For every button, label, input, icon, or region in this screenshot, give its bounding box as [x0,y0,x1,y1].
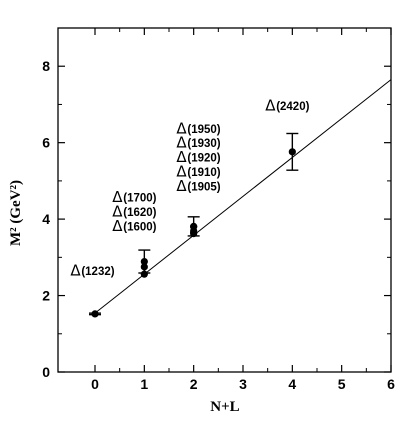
delta-symbol: Δ [265,97,276,115]
annotation-text: (1232) [81,266,114,278]
y-tick-label: 6 [42,135,50,151]
data-point-8 [190,222,198,230]
delta-symbol: Δ [176,162,187,180]
annotation-label: Δ (1910) [176,162,220,180]
annotation-label: Δ (1950) [176,120,220,138]
data-point-3 [140,257,148,266]
annotation-text: (1930) [187,138,220,150]
annotation-label: Δ (1905) [176,177,220,195]
x-axis-label: N+L [210,399,239,415]
annotation-label: Δ (1930) [176,134,220,152]
annotation-text: (1700) [123,192,156,204]
delta-symbol: Δ [176,134,187,152]
x-tick-label: 6 [387,376,395,392]
annotation-text: (1600) [123,221,156,233]
x-tick-label: 1 [140,376,148,392]
delta-symbol: Δ [70,262,81,280]
x-tick-label: 0 [91,376,99,392]
delta-symbol: Δ [112,188,123,206]
annotation-text: (1620) [123,207,156,219]
delta-symbol: Δ [112,217,123,235]
x-tick-label: 4 [288,376,296,392]
delta-symbol: Δ [176,148,187,166]
delta-symbol: Δ [176,120,187,138]
plot-frame [57,27,392,373]
x-tick-label: 3 [239,376,247,392]
annotation-label: Δ (1700) [112,188,156,206]
y-tick-label: 0 [42,364,50,380]
annotation-text: (2420) [276,101,309,113]
y-tick-label: 4 [42,211,50,227]
annotation-label: Δ (1232) [70,262,114,280]
y-tick-label: 8 [42,58,50,74]
x-tick-label: 2 [190,376,198,392]
annotation-label: Δ (1600) [112,217,156,235]
data-point-0 [91,310,99,318]
x-tick-label: 5 [338,376,346,392]
annotation-label: Δ (1620) [112,202,156,220]
y-axis-label: M² (GeV²) [8,180,24,246]
annotation-text: (1950) [187,124,220,136]
data-point-9 [288,148,296,156]
annotation-label: Δ (1920) [176,148,220,166]
annotation-text: (1910) [187,167,220,179]
annotation-text: (1905) [187,181,220,193]
annotation-text: (1920) [187,153,220,165]
delta-symbol: Δ [176,177,187,195]
y-tick-label: 2 [42,288,50,304]
delta-symbol: Δ [112,202,123,220]
annotation-label: Δ (2420) [265,97,309,115]
